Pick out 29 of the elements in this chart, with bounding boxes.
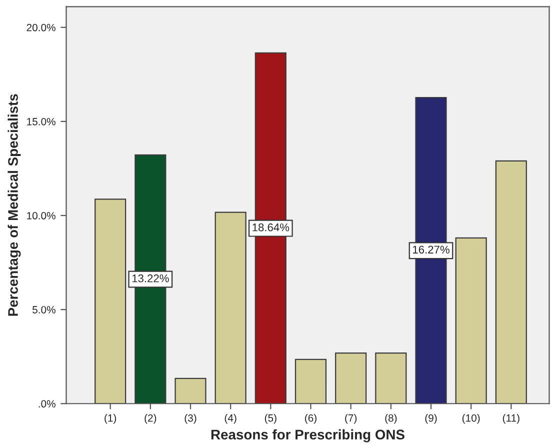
x-tick-label: (6) xyxy=(305,414,316,424)
bar xyxy=(375,352,407,404)
x-axis-title: Reasons for Prescribing ONS xyxy=(211,429,404,442)
data-label: 18.64% xyxy=(252,223,290,232)
y-axis-title: Percentage of Medical Specialists xyxy=(8,94,21,316)
x-tick-label: (5) xyxy=(264,414,276,424)
y-tick-label: 15.0% xyxy=(27,118,56,126)
y-tick-label: 20.0% xyxy=(26,24,56,32)
x-tick-label: (2) xyxy=(144,414,156,424)
data-label: 16.27% xyxy=(413,246,450,254)
y-tick-label: 10.0% xyxy=(27,212,56,220)
x-tick-label: (4) xyxy=(224,414,236,424)
bar xyxy=(495,160,527,404)
x-tick-label: (9) xyxy=(425,414,437,424)
x-tick-label: (8) xyxy=(385,414,397,424)
y-tick-label: 5.0% xyxy=(32,306,56,314)
bar xyxy=(214,212,246,404)
bar xyxy=(94,198,126,404)
x-tick-label: (11) xyxy=(502,414,520,424)
x-tick-label: (10) xyxy=(462,414,480,424)
bar xyxy=(335,352,367,404)
x-tick-label: (7) xyxy=(345,414,357,424)
bar xyxy=(455,237,487,404)
x-tick-label: (3) xyxy=(184,414,196,424)
y-tick-label: .0% xyxy=(38,400,56,408)
bar xyxy=(294,358,327,404)
bar xyxy=(174,378,206,404)
data-label: 13.22% xyxy=(132,274,169,282)
x-tick-label: (1) xyxy=(104,414,116,424)
